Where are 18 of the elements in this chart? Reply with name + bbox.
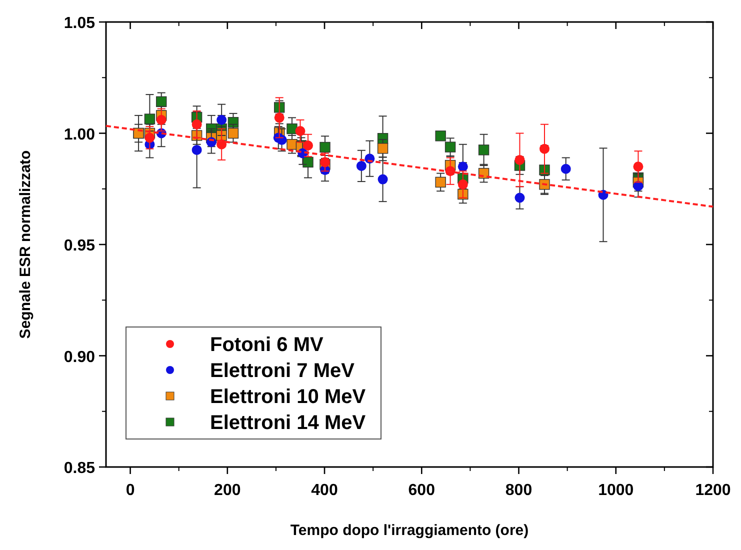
legend-label: Elettroni 14 MeV — [210, 412, 366, 434]
legend-label: Elettroni 7 MeV — [210, 360, 356, 382]
legend-label: Fotoni 6 MV — [210, 334, 324, 356]
legend-label: Elettroni 10 MeV — [210, 386, 366, 408]
x-tick-label: 1200 — [695, 482, 731, 499]
x-tick-label: 0 — [126, 482, 135, 499]
y-tick-label: 1.00 — [64, 126, 96, 144]
x-tick-label: 600 — [408, 482, 436, 499]
y-tick-label: 0.85 — [64, 460, 96, 477]
x-tick-label: 1000 — [598, 482, 634, 499]
y-axis-title: Segnale ESR normalizzato — [17, 150, 34, 339]
x-tick-label: 200 — [214, 482, 241, 499]
y-tick-label: 0.90 — [64, 348, 96, 366]
x-tick-label: 800 — [505, 482, 532, 499]
x-axis-title: Tempo dopo l'irraggiamento (ore) — [290, 522, 529, 539]
x-tick-label: 400 — [311, 482, 338, 499]
y-tick-label: 0.95 — [64, 238, 96, 254]
y-tick-label: 1.05 — [64, 15, 96, 32]
